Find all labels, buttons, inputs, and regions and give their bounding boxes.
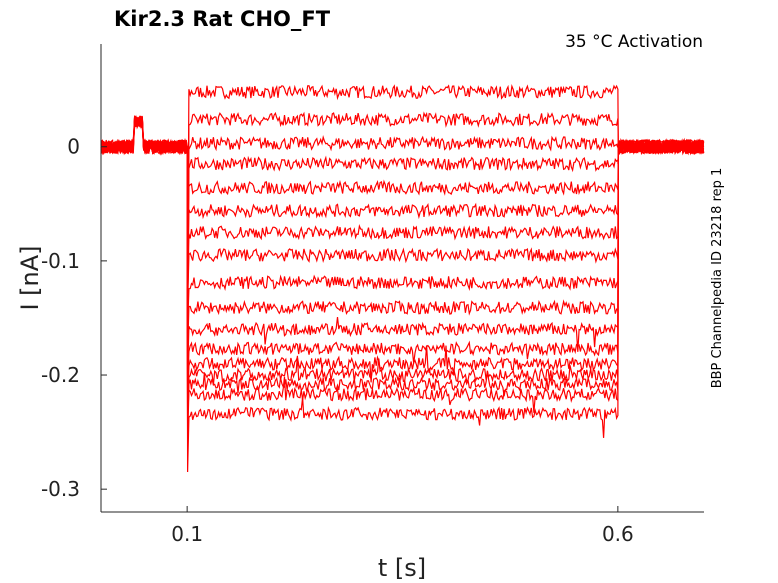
current-trace	[100, 115, 705, 307]
x-tick-label: 0.1	[171, 522, 203, 546]
current-trace	[100, 119, 705, 430]
current-trace	[100, 111, 705, 307]
y-tick-label: 0	[67, 135, 80, 159]
current-trace	[100, 116, 705, 441]
x-axis-label: t [s]	[378, 554, 426, 582]
y-ticks: 0 -0.1 -0.2 -0.3	[41, 135, 107, 501]
y-axis-label: I [nA]	[16, 245, 44, 310]
chart-subtitle: 35 °C Activation	[565, 32, 703, 52]
current-trace	[100, 84, 705, 307]
current-trace	[100, 119, 705, 307]
y-tick-label: -0.1	[41, 249, 80, 273]
current-trace	[100, 117, 704, 307]
current-trace	[100, 115, 705, 395]
chart-title: Kir2.3 Rat CHO_FT	[114, 7, 331, 31]
current-trace	[100, 115, 705, 421]
y-tick-label: -0.2	[41, 363, 80, 387]
current-trace	[100, 116, 705, 473]
x-tick-label: 0.6	[602, 522, 634, 546]
current-trace	[100, 117, 705, 410]
current-trace	[100, 115, 705, 354]
y-tick-label: -0.3	[41, 477, 80, 501]
series-group	[100, 84, 705, 473]
current-trace	[100, 115, 705, 307]
current-trace	[100, 115, 705, 307]
current-trace	[100, 116, 705, 307]
x-ticks: 0.1 0.6	[171, 506, 634, 546]
current-trace	[100, 116, 705, 329]
channelpedia-id-label: BBP Channelpedia ID 23218 rep 1	[710, 168, 725, 389]
current-trace	[100, 116, 705, 376]
